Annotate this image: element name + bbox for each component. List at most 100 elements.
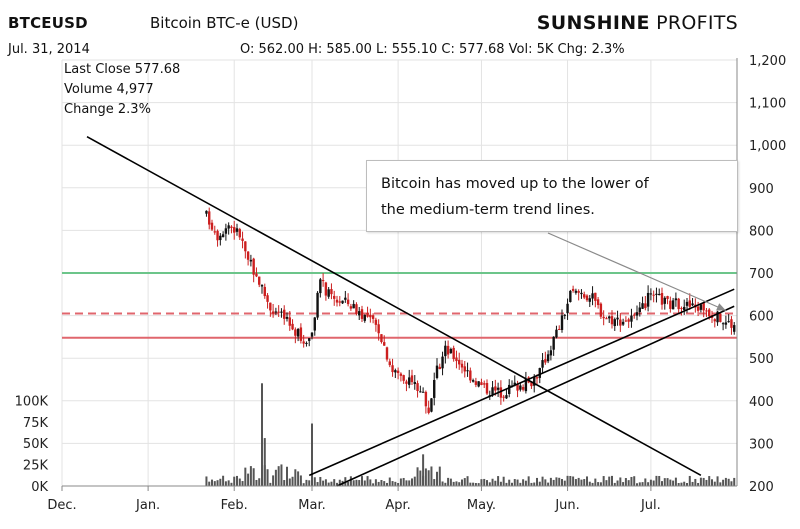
volume-bar [605, 480, 608, 486]
candle-body [483, 383, 486, 385]
candle-body [485, 383, 489, 394]
volume-bar [586, 476, 588, 486]
volume-bar [427, 470, 430, 486]
candle-body [210, 222, 214, 230]
volume-bar [399, 478, 402, 486]
candle-body [541, 360, 544, 368]
volume-bars [205, 383, 736, 486]
candle-body [221, 234, 225, 238]
volume-bar [480, 479, 483, 486]
candle-body [535, 377, 539, 379]
candle-body [219, 235, 222, 241]
candle-body [413, 382, 416, 385]
candle-body [360, 309, 364, 319]
candle-body [469, 370, 472, 381]
candle-body [505, 395, 508, 399]
volume-bar [419, 470, 422, 486]
candle-body [669, 300, 672, 309]
volume-bar [555, 477, 558, 486]
candle-body [280, 311, 283, 313]
volume-bar [249, 466, 252, 486]
candle-body [580, 292, 583, 295]
candle-body [363, 314, 366, 321]
volume-bar [424, 468, 427, 486]
candle-body [230, 226, 233, 228]
x-tick-label: Dec. [47, 498, 76, 513]
y-tick-label: 800 [749, 224, 774, 239]
volume-bar [394, 481, 397, 486]
candle-body [658, 293, 661, 296]
volume-bar [308, 480, 311, 486]
volume-bar [416, 467, 419, 486]
volume-axis-labels: 0K 25K 50K 75K 100K [15, 394, 49, 495]
candle-body [569, 290, 572, 302]
candle-body [216, 230, 219, 241]
volume-bar [686, 483, 688, 486]
candle-body [416, 383, 419, 391]
candle-body [730, 319, 733, 328]
volume-bar [433, 479, 436, 486]
candle-body [724, 322, 728, 325]
x-tick-label: Mar. [298, 498, 325, 513]
volume-bar [594, 478, 597, 486]
candle-body [471, 380, 475, 382]
volume-bar [666, 478, 669, 486]
last-close: Last Close 577.68 [64, 62, 181, 77]
candle-body [274, 311, 278, 313]
candle-body [435, 365, 439, 378]
volume-bar [402, 477, 405, 486]
candle-body [446, 345, 450, 355]
volume-bar [497, 476, 500, 486]
volume-bar [461, 479, 463, 486]
volume-bar [563, 480, 566, 486]
candle-body [208, 211, 211, 225]
candle-body [249, 259, 253, 262]
candle-body [588, 298, 591, 302]
trend-line [86, 135, 702, 477]
candle-body [421, 391, 425, 393]
candle-body [405, 381, 408, 384]
candle-body [538, 368, 541, 378]
trend-line [308, 288, 735, 477]
candle-body [452, 347, 455, 360]
volume-bar [591, 482, 594, 486]
volume-bar [611, 475, 613, 486]
volume-bar [608, 476, 611, 486]
volume-bar [369, 479, 372, 486]
volume-bar [361, 476, 363, 486]
volume-bar [472, 482, 475, 486]
candle-body [552, 336, 555, 350]
volume-bar [697, 482, 700, 486]
candle-body [621, 321, 625, 325]
y-axis-labels: 200 300 400 500 600 700 800 900 1,000 1,100 1,200 [749, 54, 786, 495]
candle-body [660, 293, 664, 305]
candle-body [366, 313, 369, 317]
candlesticks [205, 207, 736, 415]
volume-bar [397, 482, 400, 486]
candle-body [477, 381, 480, 387]
volume-bar [297, 471, 300, 486]
candle-body [677, 298, 680, 310]
candle-body [633, 314, 636, 316]
volume-bar [413, 476, 416, 486]
volume-bar [463, 478, 466, 486]
volume-bar [547, 482, 550, 486]
candle-body [277, 311, 280, 313]
volume-bar [538, 481, 541, 486]
candle-body [430, 398, 433, 412]
candle-body [544, 359, 547, 363]
candle-body [241, 238, 244, 241]
candle-body [558, 329, 561, 331]
candle-body [394, 370, 397, 373]
volume-info: Volume 4,977 [64, 82, 154, 97]
volume-bar [527, 476, 530, 486]
candle-body [491, 387, 494, 395]
volume-bar [680, 482, 683, 486]
candle-body [291, 323, 294, 330]
volume-bar [730, 481, 733, 486]
volume-bar [572, 476, 575, 486]
volume-spike [261, 383, 263, 486]
candle-body [685, 301, 689, 306]
candle-body [283, 309, 286, 319]
